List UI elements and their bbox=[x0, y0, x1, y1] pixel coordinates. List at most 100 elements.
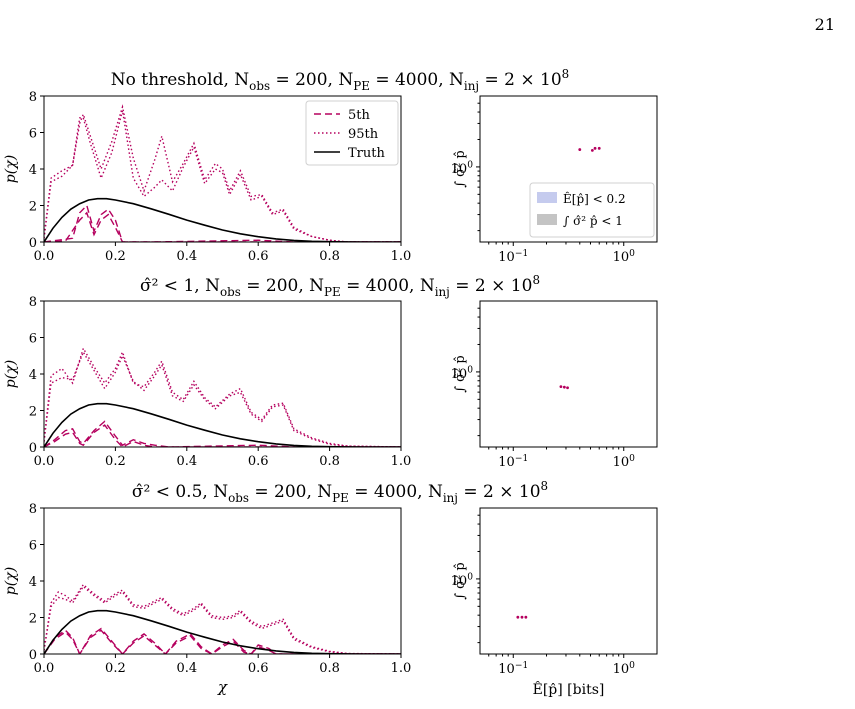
x-tick-label: 0.0 bbox=[34, 661, 55, 676]
line-panel-2: σ̂² < 1, Nobs​ = 200, NPE​ = 4000, Ninj​… bbox=[3, 273, 540, 469]
x-tick-label: 0.8 bbox=[319, 661, 340, 676]
y-tick-label: 8 bbox=[29, 90, 37, 105]
plot-frame bbox=[43, 507, 402, 655]
plot-frame bbox=[479, 507, 658, 655]
scatter-point bbox=[562, 385, 566, 389]
legend: Ê[p̂] < 0.2 ∫ σ̂² p̂ < 1 bbox=[529, 182, 655, 238]
legend: 5th 95th Truth bbox=[305, 100, 399, 166]
x-tick-label: 100​ bbox=[613, 661, 636, 677]
legend-entry: Truth bbox=[348, 146, 385, 161]
x-tick-label: 0.4 bbox=[176, 454, 197, 469]
series-line-5th-0 bbox=[44, 204, 401, 242]
scatter-point bbox=[559, 385, 563, 389]
y-axis-label: ∫ σ̂² p̂ bbox=[453, 562, 468, 599]
x-tick-label: 10−1​ bbox=[498, 661, 528, 677]
plot-frame bbox=[479, 95, 658, 243]
x-tick-label: 0.6 bbox=[248, 454, 269, 469]
x-tick-label: 0.8 bbox=[319, 249, 340, 264]
x-tick-label: 1.0 bbox=[391, 249, 412, 264]
series-line-truth-4 bbox=[44, 402, 401, 447]
x-tick-label: 0.2 bbox=[105, 661, 126, 676]
y-axis-label: ∫ σ̂² p̂ bbox=[453, 355, 468, 392]
x-tick-label: 100​ bbox=[613, 454, 636, 470]
y-axis-label: ∫ σ̂² p̂ bbox=[453, 150, 468, 187]
scatter-point bbox=[566, 386, 569, 390]
y-tick-label: 100​ bbox=[451, 573, 474, 589]
page-number: 21 bbox=[815, 15, 835, 34]
y-tick-label: 2 bbox=[29, 200, 37, 215]
legend-entry: Ê[p̂] < 0.2 bbox=[563, 191, 626, 206]
panel-title: σ̂² < 0.5, Nobs​ = 200, NPE​ = 4000, Nin… bbox=[132, 479, 548, 505]
y-tick-label: 0 bbox=[29, 236, 37, 251]
legend-entry: 5th bbox=[348, 108, 370, 123]
panels: No threshold, Nobs​ = 200, NPE​ = 4000, … bbox=[3, 67, 658, 698]
scatter-point bbox=[590, 148, 594, 152]
x-axis-label: χ bbox=[217, 678, 228, 696]
series-line-truth-4 bbox=[44, 197, 401, 242]
y-axis-label: p(χ) bbox=[3, 567, 19, 595]
legend-swatch bbox=[537, 214, 557, 225]
series-group bbox=[44, 104, 401, 242]
x-tick-label: 0.6 bbox=[248, 249, 269, 264]
series-line-5th-1 bbox=[44, 211, 401, 242]
x-tick-label: 1.0 bbox=[391, 661, 412, 676]
scatter-point bbox=[593, 146, 597, 150]
legend-frame bbox=[305, 100, 399, 166]
x-tick-label: 10−1​ bbox=[498, 454, 528, 470]
scatter-point bbox=[516, 615, 520, 619]
legend-entry: ∫ σ̂² p̂ < 1 bbox=[563, 214, 623, 228]
x-tick-label: 0.0 bbox=[34, 249, 55, 264]
y-tick-label: 4 bbox=[29, 368, 37, 383]
y-tick-label: 4 bbox=[29, 575, 37, 590]
scatter-point bbox=[520, 615, 524, 619]
plot-frame bbox=[479, 300, 658, 448]
series-line-95th-3 bbox=[44, 110, 401, 242]
legend-entry: 95th bbox=[348, 127, 379, 142]
y-tick-label: 2 bbox=[29, 405, 37, 420]
scatter-panel-2: 10−1​100​100​∫ σ̂² p̂ bbox=[451, 300, 658, 470]
x-tick-label: 10−1​ bbox=[498, 249, 528, 265]
series-line-95th-2 bbox=[44, 346, 401, 447]
y-axis-label: p(χ) bbox=[3, 155, 19, 183]
x-tick-label: 1.0 bbox=[391, 454, 412, 469]
plot-frame bbox=[43, 300, 402, 448]
series-line-5th-1 bbox=[44, 424, 401, 447]
x-tick-label: 100​ bbox=[613, 249, 636, 265]
scatter-point bbox=[597, 146, 601, 150]
x-axis-label: Ê[p̂] [bits] bbox=[533, 680, 605, 698]
x-tick-label: 0.2 bbox=[105, 249, 126, 264]
legend-swatch bbox=[537, 192, 557, 203]
scatter-point bbox=[524, 615, 528, 619]
line-panel-3: σ̂² < 0.5, Nobs​ = 200, NPE​ = 4000, Nin… bbox=[3, 479, 548, 696]
scatter-panel-1: 10−1​100​100​∫ σ̂² p̂Ê[p̂] < 0.2∫ σ̂² p̂… bbox=[451, 95, 658, 265]
series-group bbox=[44, 346, 401, 447]
series-line-95th-2 bbox=[44, 583, 401, 654]
scatter-point bbox=[578, 148, 582, 151]
y-tick-label: 0 bbox=[29, 441, 37, 456]
x-tick-label: 0.2 bbox=[105, 454, 126, 469]
series-line-5th-0 bbox=[44, 420, 401, 447]
line-panel-1: No threshold, Nobs​ = 200, NPE​ = 4000, … bbox=[3, 67, 569, 264]
x-tick-label: 0.6 bbox=[248, 661, 269, 676]
y-tick-label: 0 bbox=[29, 648, 37, 663]
y-axis-label: p(χ) bbox=[3, 360, 19, 388]
y-tick-label: 100​ bbox=[451, 161, 474, 177]
y-tick-label: 6 bbox=[29, 332, 37, 347]
y-tick-label: 4 bbox=[29, 163, 37, 178]
y-tick-label: 6 bbox=[29, 127, 37, 142]
scatter-panel-3: 10−1​100​100​∫ σ̂² p̂Ê[p̂] [bits] bbox=[451, 507, 658, 698]
x-tick-label: 0.0 bbox=[34, 454, 55, 469]
panel-title: σ̂² < 1, Nobs​ = 200, NPE​ = 4000, Ninj​… bbox=[140, 273, 540, 299]
y-tick-label: 8 bbox=[29, 502, 37, 517]
y-tick-label: 100​ bbox=[451, 366, 474, 382]
series-line-truth-4 bbox=[44, 609, 401, 654]
x-tick-label: 0.8 bbox=[319, 454, 340, 469]
x-tick-label: 0.4 bbox=[176, 661, 197, 676]
y-tick-label: 2 bbox=[29, 612, 37, 627]
y-tick-label: 8 bbox=[29, 295, 37, 310]
y-tick-label: 6 bbox=[29, 539, 37, 554]
legend-frame bbox=[529, 182, 655, 238]
panel-title: No threshold, Nobs​ = 200, NPE​ = 4000, … bbox=[111, 67, 569, 93]
series-line-95th-3 bbox=[44, 350, 401, 447]
